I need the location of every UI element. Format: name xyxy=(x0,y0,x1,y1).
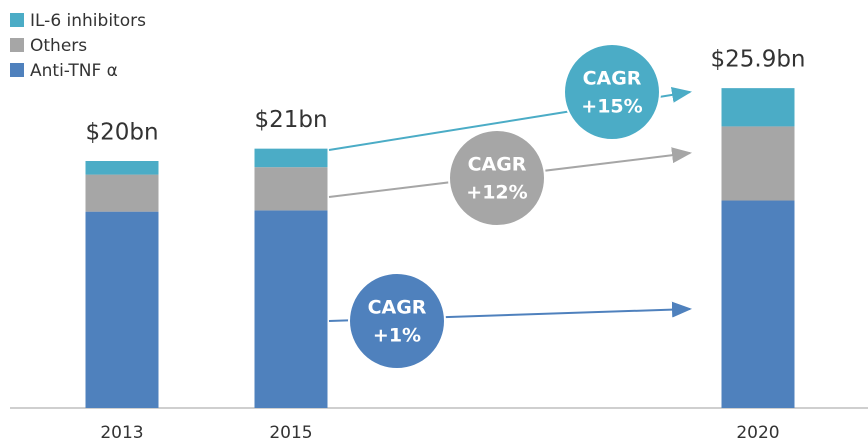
x-tick-label: 2020 xyxy=(736,423,779,443)
legend-label: Others xyxy=(30,36,87,56)
legend-swatch xyxy=(10,13,24,27)
cagr-text: CAGR xyxy=(368,297,427,319)
x-tick-label: 2015 xyxy=(269,423,312,443)
cagr-text: +1% xyxy=(373,325,421,347)
legend-swatch xyxy=(10,63,24,77)
bar-segment xyxy=(254,148,328,168)
legend-label: Anti-TNF α xyxy=(30,61,118,81)
total-label: $21bn xyxy=(254,107,327,133)
legend-swatch xyxy=(10,38,24,52)
cagr-text: CAGR xyxy=(468,154,527,176)
x-tick-label: 2013 xyxy=(100,423,143,443)
cagr-circle xyxy=(348,272,446,370)
bar-segment xyxy=(721,126,795,201)
total-label: $20bn xyxy=(85,120,158,146)
cagr-circle xyxy=(448,129,546,227)
cagr-text: +15% xyxy=(581,96,642,118)
bar-segment xyxy=(85,174,159,212)
total-label: $25.9bn xyxy=(710,47,805,73)
bar-segment xyxy=(254,167,328,211)
cagr-text: +12% xyxy=(466,182,527,204)
cagr-circle xyxy=(563,43,661,141)
cagr-text: CAGR xyxy=(583,68,642,90)
legend-label: IL-6 inhibitors xyxy=(30,11,146,31)
bar-segment xyxy=(254,210,328,408)
bar-segment xyxy=(85,161,159,175)
bar-segment xyxy=(721,88,795,127)
bar-segment xyxy=(721,200,795,408)
bar-segment xyxy=(85,211,159,408)
